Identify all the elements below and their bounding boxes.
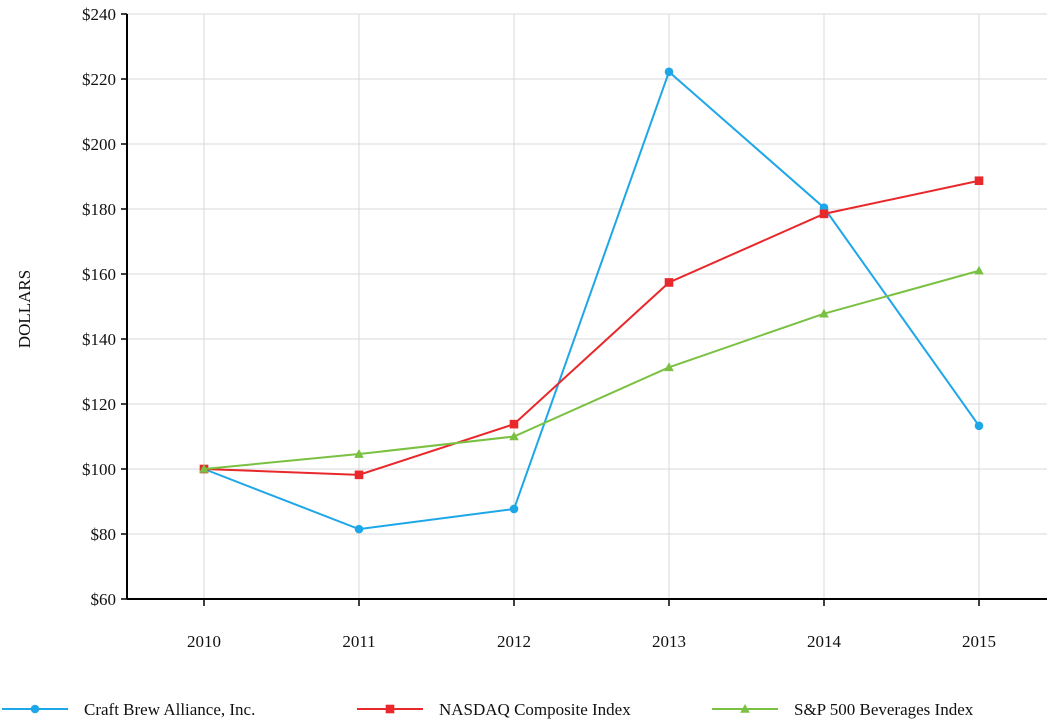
legend-label: Craft Brew Alliance, Inc. bbox=[84, 700, 255, 719]
series-group bbox=[199, 176, 984, 480]
y-tick-label: $60 bbox=[91, 590, 117, 609]
series-layer bbox=[199, 67, 984, 534]
x-tick-label: 2012 bbox=[497, 632, 531, 651]
data-point bbox=[354, 524, 364, 534]
legend-marker bbox=[30, 704, 40, 714]
series-line bbox=[203, 269, 980, 470]
data-point bbox=[819, 209, 829, 219]
series-line bbox=[203, 179, 980, 476]
x-tick-label: 2013 bbox=[652, 632, 686, 651]
data-point bbox=[819, 308, 829, 318]
axes: $60 $80 $100 $120 $140 $160 $180 $200 $220 $240 20… bbox=[82, 5, 1047, 651]
series-line bbox=[203, 70, 980, 531]
y-tick-label: $180 bbox=[82, 200, 116, 219]
data-point bbox=[664, 362, 674, 372]
grid bbox=[127, 13, 1047, 599]
y-tick-label: $220 bbox=[82, 70, 116, 89]
y-axis-title: DOLLARS bbox=[15, 270, 34, 348]
legend-marker bbox=[385, 704, 395, 714]
data-point bbox=[974, 265, 984, 275]
legend-item: S&P 500 Beverages Index bbox=[712, 700, 974, 719]
data-point bbox=[974, 421, 984, 431]
legend: Craft Brew Alliance, Inc. NASDAQ Composit… bbox=[2, 700, 974, 719]
data-point bbox=[664, 278, 674, 287]
data-point bbox=[199, 464, 209, 473]
series-group bbox=[199, 265, 984, 473]
y-tick-label: $140 bbox=[82, 330, 116, 349]
y-tick-label: $200 bbox=[82, 135, 116, 154]
y-tick-label: $160 bbox=[82, 265, 116, 284]
data-point bbox=[509, 504, 519, 514]
y-tick-label: $80 bbox=[91, 525, 117, 544]
data-point bbox=[509, 419, 519, 429]
data-point bbox=[354, 449, 364, 458]
x-tick-label: 2011 bbox=[342, 632, 375, 651]
data-point bbox=[664, 67, 674, 77]
data-point bbox=[974, 176, 984, 186]
legend-marker bbox=[740, 704, 750, 713]
y-tick-label: $240 bbox=[82, 5, 116, 24]
x-tick-label: 2010 bbox=[187, 632, 221, 651]
y-tick-label: $120 bbox=[82, 395, 116, 414]
x-tick-label: 2014 bbox=[807, 632, 842, 651]
y-tick-label: $100 bbox=[82, 460, 116, 479]
legend-item: Craft Brew Alliance, Inc. bbox=[2, 700, 255, 719]
series-group bbox=[199, 67, 984, 534]
legend-item: NASDAQ Composite Index bbox=[357, 700, 631, 719]
x-tick-label: 2015 bbox=[962, 632, 996, 651]
data-point bbox=[354, 470, 364, 480]
data-point bbox=[509, 431, 519, 441]
legend-label: S&P 500 Beverages Index bbox=[794, 700, 974, 719]
legend-label: NASDAQ Composite Index bbox=[439, 700, 631, 719]
